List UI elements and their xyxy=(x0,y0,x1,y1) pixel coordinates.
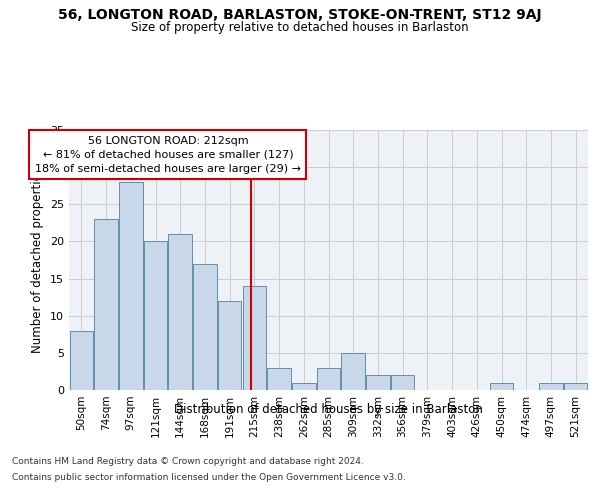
Bar xyxy=(341,353,365,390)
Text: 56, LONGTON ROAD, BARLASTON, STOKE-ON-TRENT, ST12 9AJ: 56, LONGTON ROAD, BARLASTON, STOKE-ON-TR… xyxy=(58,8,542,22)
Text: Distribution of detached houses by size in Barlaston: Distribution of detached houses by size … xyxy=(175,402,483,415)
Bar xyxy=(193,264,217,390)
Bar xyxy=(94,219,118,390)
Bar xyxy=(366,375,389,390)
Bar xyxy=(391,375,415,390)
Bar xyxy=(70,330,93,390)
Text: Contains HM Land Registry data © Crown copyright and database right 2024.: Contains HM Land Registry data © Crown c… xyxy=(12,458,364,466)
Text: Size of property relative to detached houses in Barlaston: Size of property relative to detached ho… xyxy=(131,21,469,34)
Bar xyxy=(218,301,241,390)
Bar xyxy=(268,368,291,390)
Y-axis label: Number of detached properties: Number of detached properties xyxy=(31,167,44,353)
Bar xyxy=(292,382,316,390)
Bar xyxy=(317,368,340,390)
Text: 56 LONGTON ROAD: 212sqm
← 81% of detached houses are smaller (127)
18% of semi-d: 56 LONGTON ROAD: 212sqm ← 81% of detache… xyxy=(35,136,301,174)
Bar xyxy=(490,382,513,390)
Bar xyxy=(144,242,167,390)
Bar xyxy=(539,382,563,390)
Bar xyxy=(119,182,143,390)
Bar xyxy=(242,286,266,390)
Bar xyxy=(564,382,587,390)
Bar xyxy=(169,234,192,390)
Text: Contains public sector information licensed under the Open Government Licence v3: Contains public sector information licen… xyxy=(12,472,406,482)
